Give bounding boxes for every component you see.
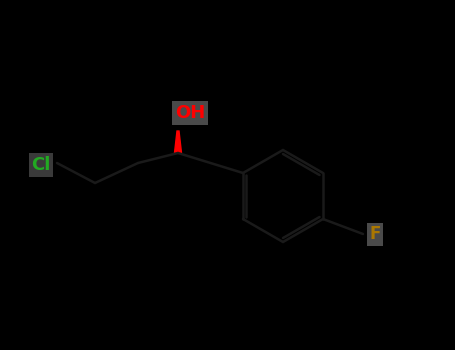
Text: OH: OH [175, 104, 205, 122]
Polygon shape [175, 131, 182, 153]
Text: Cl: Cl [31, 156, 51, 174]
Text: F: F [369, 225, 381, 243]
